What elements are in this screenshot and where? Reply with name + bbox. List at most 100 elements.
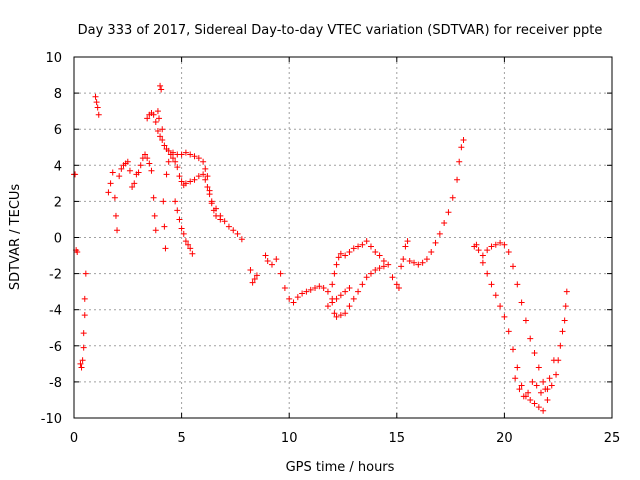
data-point xyxy=(333,261,340,268)
data-point xyxy=(537,389,544,396)
data-point xyxy=(111,194,118,201)
data-point xyxy=(169,155,176,162)
data-point xyxy=(182,238,189,245)
data-point xyxy=(144,155,151,162)
data-point xyxy=(559,328,566,335)
data-point xyxy=(286,295,293,302)
data-point xyxy=(350,295,357,302)
data-point xyxy=(546,375,553,382)
data-point xyxy=(230,227,237,234)
data-point xyxy=(152,118,159,125)
y-tick-label: 6 xyxy=(54,123,62,138)
series-sdtvar-track-a xyxy=(71,82,551,414)
y-tick-label: 0 xyxy=(54,232,62,247)
data-points xyxy=(71,82,570,414)
data-point xyxy=(105,189,112,196)
data-point xyxy=(116,173,123,180)
data-point xyxy=(150,194,157,201)
x-tick-label: 15 xyxy=(389,431,406,446)
data-point xyxy=(191,176,198,183)
data-point xyxy=(178,225,185,232)
data-point xyxy=(512,375,519,382)
data-point xyxy=(185,241,192,248)
data-point xyxy=(137,162,144,169)
data-point xyxy=(324,288,331,295)
data-point xyxy=(544,396,551,403)
data-point xyxy=(342,310,349,317)
data-point xyxy=(505,328,512,335)
data-point xyxy=(157,82,164,89)
data-point xyxy=(320,285,327,292)
data-point xyxy=(182,180,189,187)
data-point xyxy=(264,257,271,264)
data-point xyxy=(514,364,521,371)
data-point xyxy=(445,209,452,216)
x-tick-label: 20 xyxy=(496,431,513,446)
data-point xyxy=(359,241,366,248)
data-point xyxy=(423,256,430,263)
data-point xyxy=(342,252,349,259)
data-point xyxy=(497,303,504,310)
data-point xyxy=(492,292,499,299)
data-point xyxy=(78,364,85,371)
data-point xyxy=(329,281,336,288)
data-point xyxy=(525,389,532,396)
data-point xyxy=(262,252,269,259)
data-point xyxy=(548,382,555,389)
data-point xyxy=(156,115,163,122)
data-point xyxy=(176,173,183,180)
data-point xyxy=(92,93,99,100)
data-point xyxy=(484,270,491,277)
data-point xyxy=(337,312,344,319)
data-point xyxy=(510,263,517,270)
data-point xyxy=(316,283,323,290)
axis-ticks xyxy=(73,56,613,419)
data-point xyxy=(458,144,465,151)
data-point xyxy=(333,313,340,320)
data-point xyxy=(337,292,344,299)
data-point xyxy=(529,378,536,385)
data-point xyxy=(253,272,260,279)
data-point xyxy=(290,299,297,306)
series-sdtvar-track-b xyxy=(144,109,570,400)
data-point xyxy=(456,158,463,165)
data-point xyxy=(518,382,525,389)
data-point xyxy=(550,357,557,364)
x-tick-label: 25 xyxy=(604,431,621,446)
data-point xyxy=(518,299,525,306)
data-point xyxy=(74,248,81,255)
data-point xyxy=(531,400,538,407)
data-point xyxy=(195,155,202,162)
y-tick-label: -10 xyxy=(41,412,62,427)
data-point xyxy=(561,317,568,324)
data-point xyxy=(527,335,534,342)
data-point xyxy=(154,128,161,135)
x-axis-label: GPS time / hours xyxy=(286,460,395,475)
data-point xyxy=(441,220,448,227)
data-point xyxy=(172,158,179,165)
data-point xyxy=(174,207,181,214)
data-point xyxy=(395,285,402,292)
data-point xyxy=(234,230,241,237)
data-point xyxy=(501,313,508,320)
data-point xyxy=(436,230,443,237)
data-point xyxy=(178,178,185,185)
y-tick-labels: -10 -8 -6 -4 -2 0 2 4 6 8 10 xyxy=(41,51,62,427)
x-tick-label: 0 xyxy=(70,431,78,446)
data-point xyxy=(473,241,480,248)
data-point xyxy=(191,153,198,160)
data-point xyxy=(159,126,166,133)
x-tick-label: 10 xyxy=(281,431,298,446)
data-point xyxy=(159,137,166,144)
data-point xyxy=(419,259,426,266)
data-point xyxy=(540,407,547,414)
data-point xyxy=(372,248,379,255)
data-point xyxy=(428,248,435,255)
data-point xyxy=(217,212,224,219)
data-point xyxy=(307,286,314,293)
data-point xyxy=(281,285,288,292)
data-point xyxy=(367,243,374,250)
data-point xyxy=(109,169,116,176)
data-point xyxy=(114,227,121,234)
